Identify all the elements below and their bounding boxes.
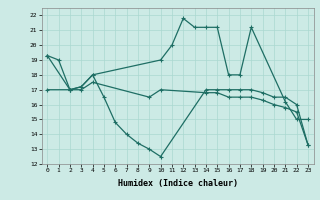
X-axis label: Humidex (Indice chaleur): Humidex (Indice chaleur)	[118, 179, 237, 188]
